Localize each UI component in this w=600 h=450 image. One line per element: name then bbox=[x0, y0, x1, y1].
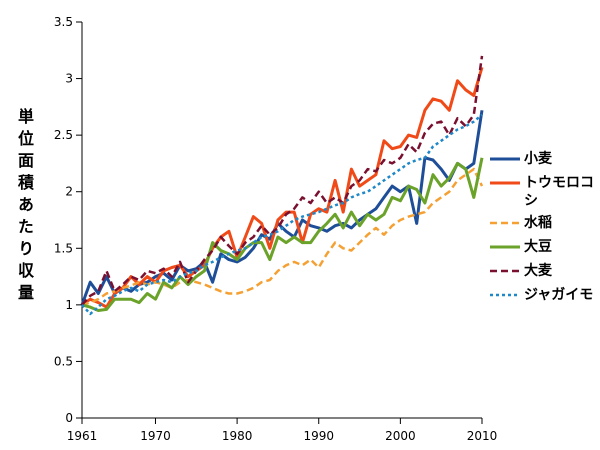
series-lines bbox=[80, 55, 484, 316]
y-tick-label: 1 bbox=[65, 298, 73, 312]
legend-label: 大豆 bbox=[524, 239, 552, 255]
legend: 小麦トウモロコシ水稲大豆大麦ジャガイモ bbox=[488, 150, 600, 310]
x-tick-label: 2010 bbox=[467, 429, 498, 443]
y-tick-label: 0.5 bbox=[54, 354, 73, 368]
series-line-5 bbox=[81, 113, 483, 316]
legend-item-3: 大豆 bbox=[488, 238, 600, 258]
legend-label: トウモロコシ bbox=[524, 175, 594, 209]
series-line-2 bbox=[81, 167, 484, 307]
x-tick-label: 1980 bbox=[222, 429, 253, 443]
legend-swatch bbox=[490, 245, 520, 249]
legend-label: ジャガイモ bbox=[524, 287, 594, 303]
y-tick-label: 3 bbox=[65, 72, 73, 86]
legend-swatch bbox=[490, 157, 520, 161]
legend-swatch bbox=[490, 221, 520, 225]
y-axis-label: 単位面積あたり収量 bbox=[15, 108, 34, 306]
legend-label: 大麦 bbox=[524, 263, 552, 279]
series-line-4 bbox=[81, 55, 484, 306]
legend-item-5: ジャガイモ bbox=[488, 286, 600, 306]
legend-item-4: 大麦 bbox=[488, 262, 600, 282]
x-tick-label: 1990 bbox=[303, 429, 334, 443]
x-tick-label: 1970 bbox=[140, 429, 171, 443]
legend-label: 小麦 bbox=[524, 151, 552, 167]
y-tick-label: 2.5 bbox=[54, 128, 73, 142]
series-line-3 bbox=[81, 157, 484, 312]
legend-swatch bbox=[490, 181, 520, 185]
legend-item-1: トウモロコシ bbox=[488, 174, 600, 210]
series-line-1 bbox=[81, 66, 484, 309]
legend-label: 水稲 bbox=[524, 215, 552, 231]
legend-swatch bbox=[490, 269, 520, 273]
y-tick-label: 2 bbox=[65, 185, 73, 199]
legend-item-0: 小麦 bbox=[488, 150, 600, 170]
legend-swatch bbox=[490, 293, 520, 297]
legend-item-2: 水稲 bbox=[488, 214, 600, 234]
x-tick-label: 2000 bbox=[385, 429, 416, 443]
y-tick-label: 0 bbox=[65, 411, 73, 425]
x-tick-label: 1961 bbox=[67, 429, 98, 443]
axes: 0 0.5 1 1.5 2 2.5 3 3.5 1961 1970 1980 1990 2000 2010 bbox=[54, 15, 497, 443]
y-tick-label: 1.5 bbox=[54, 241, 73, 255]
y-tick-label: 3.5 bbox=[54, 15, 73, 29]
